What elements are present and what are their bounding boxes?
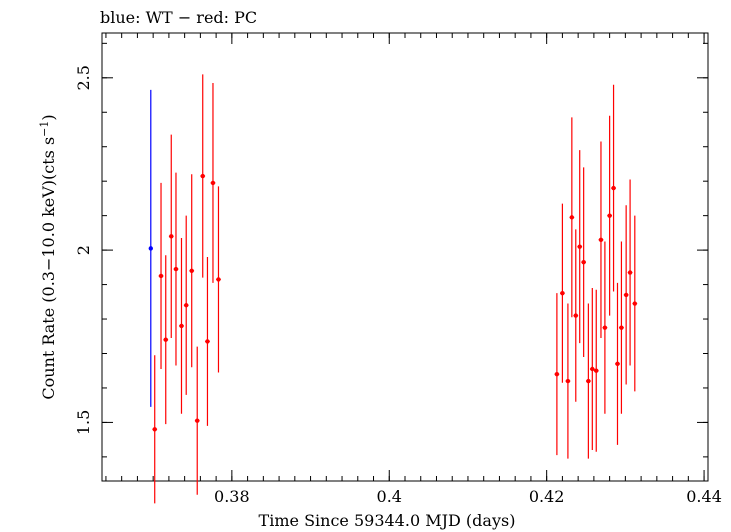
axis-ticks bbox=[102, 33, 708, 481]
data-point bbox=[577, 244, 582, 249]
data-point bbox=[189, 268, 194, 273]
y-axis-label-close: ) bbox=[39, 114, 58, 120]
data-point bbox=[554, 371, 560, 377]
data-point bbox=[581, 259, 586, 265]
data-point bbox=[590, 366, 595, 372]
data-point bbox=[611, 185, 616, 191]
data-point bbox=[179, 323, 184, 329]
x-tick-label: 0.42 bbox=[529, 487, 565, 506]
data-point bbox=[586, 378, 591, 384]
axis-tick-labels: 0.38 0.4 0.42 0.44 1.5 2 2.5 bbox=[74, 65, 722, 506]
data-point bbox=[565, 378, 571, 384]
data-point bbox=[619, 325, 624, 330]
data-point bbox=[594, 368, 599, 373]
data-point bbox=[598, 237, 604, 242]
data-point bbox=[607, 213, 612, 218]
data-point bbox=[216, 277, 221, 282]
y-axis-label-exponent: −1 bbox=[38, 121, 51, 137]
data-point bbox=[573, 313, 578, 318]
data-point bbox=[184, 303, 189, 308]
y-tick-label: 2 bbox=[74, 245, 93, 255]
data-points bbox=[148, 74, 638, 504]
data-point bbox=[152, 427, 157, 432]
data-point bbox=[163, 337, 168, 342]
y-axis-label: Count Rate (0.3−10.0 keV)(cts s−1) bbox=[38, 114, 58, 399]
x-tick-label: 0.4 bbox=[377, 487, 402, 506]
data-point bbox=[615, 361, 620, 367]
data-point bbox=[200, 173, 205, 179]
chart-title: blue: WT − red: PC bbox=[100, 8, 257, 27]
data-point bbox=[627, 270, 633, 275]
data-point bbox=[210, 180, 216, 186]
data-point bbox=[632, 301, 638, 306]
x-tick-label: 0.38 bbox=[214, 487, 250, 506]
data-point bbox=[205, 339, 210, 344]
data-point bbox=[623, 292, 629, 298]
data-point bbox=[173, 266, 179, 272]
data-point bbox=[560, 290, 565, 296]
data-point bbox=[158, 273, 164, 279]
data-point bbox=[195, 418, 200, 423]
data-point bbox=[569, 215, 575, 220]
x-tick-label: 0.44 bbox=[686, 487, 722, 506]
y-tick-label: 2.5 bbox=[74, 65, 93, 90]
data-point bbox=[602, 325, 608, 330]
x-axis-label: Time Since 59344.0 MJD (days) bbox=[259, 511, 516, 530]
y-tick-label: 1.5 bbox=[74, 410, 93, 435]
y-axis-label-main: Count Rate (0.3−10.0 keV)(cts s bbox=[39, 137, 58, 400]
series-pc bbox=[152, 74, 638, 504]
series-wt bbox=[148, 89, 153, 407]
data-point bbox=[169, 234, 174, 239]
data-point bbox=[148, 246, 153, 251]
